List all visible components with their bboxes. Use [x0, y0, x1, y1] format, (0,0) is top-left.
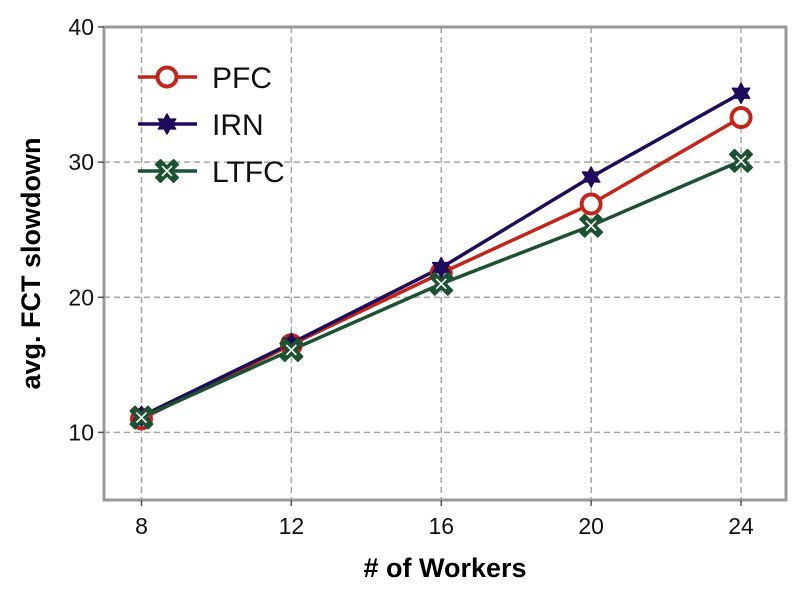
- x-tick-label: 16: [428, 513, 454, 539]
- data-point-ltfc: [729, 148, 754, 173]
- data-point-pfc: [729, 106, 753, 130]
- y-tick-label: 20: [68, 284, 94, 310]
- y-axis-ticks: 10 20 30 40: [68, 14, 104, 445]
- legend-item-irn: IRN: [138, 109, 264, 142]
- y-tick-label: 30: [68, 149, 94, 175]
- plot-frame: [102, 25, 788, 502]
- legend-item-pfc: PFC: [138, 62, 272, 95]
- legend: PFC IRN LTFC: [138, 62, 285, 189]
- series-group: [129, 82, 754, 431]
- data-point-pfc: [579, 192, 603, 216]
- data-point-ltfc: [129, 405, 154, 430]
- legend-label: IRN: [212, 109, 264, 142]
- legend-item-ltfc: LTFC: [138, 156, 285, 189]
- x-axis-ticks: 8 12 16 20 24: [135, 500, 754, 539]
- y-axis-label: avg. FCT slowdown: [16, 137, 46, 389]
- legend-marker: [157, 113, 177, 135]
- legend-label: PFC: [212, 62, 272, 95]
- x-tick-label: 8: [135, 513, 148, 539]
- data-point-irn: [431, 256, 451, 279]
- x-tick-label: 20: [578, 513, 604, 539]
- x-axis-label: # of Workers: [363, 553, 526, 583]
- data-point-irn: [581, 166, 601, 188]
- data-point-irn: [731, 82, 751, 104]
- data-point-ltfc: [279, 337, 304, 362]
- data-point-ltfc: [579, 213, 604, 238]
- data-point-ltfc: [429, 271, 454, 296]
- x-tick-label: 12: [279, 513, 305, 539]
- legend-label: LTFC: [212, 156, 285, 189]
- legend-marker: [155, 65, 179, 89]
- y-tick-label: 40: [68, 14, 94, 40]
- x-tick-label: 24: [728, 513, 754, 539]
- legend-marker: [155, 159, 179, 183]
- series-markers-ltfc: [129, 148, 754, 430]
- y-tick-label: 10: [68, 419, 94, 445]
